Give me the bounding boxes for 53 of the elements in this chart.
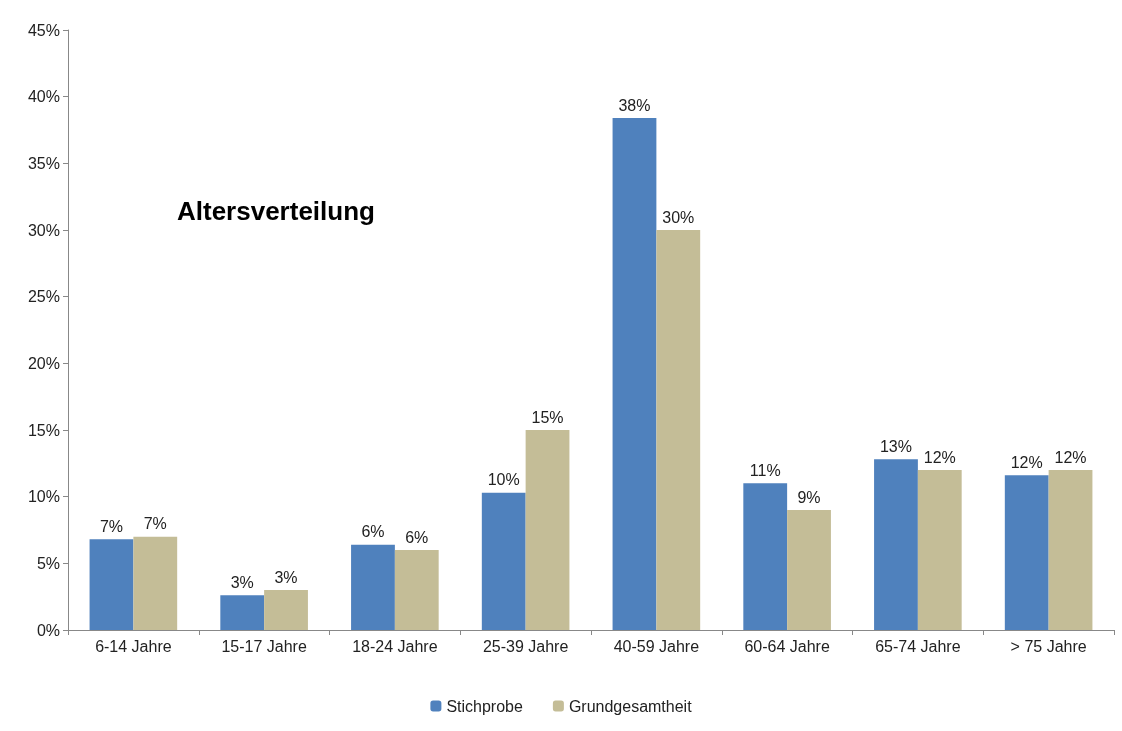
- bar: [133, 536, 178, 630]
- y-tick-label: 20%: [27, 354, 60, 372]
- y-tick-label: 0%: [36, 621, 60, 639]
- bar: [743, 483, 788, 630]
- x-tick-label: 60-64 Jahre: [744, 637, 830, 655]
- data-label: 15%: [531, 408, 564, 426]
- y-tick-label: 35%: [27, 154, 60, 172]
- bar: [351, 544, 395, 630]
- bar: [1004, 475, 1049, 630]
- bar: [874, 459, 918, 630]
- data-label: 12%: [923, 448, 956, 466]
- x-tick-label: 25-39 Jahre: [482, 637, 569, 655]
- bar: [264, 590, 308, 630]
- data-label: 12%: [1054, 448, 1087, 466]
- data-label: 9%: [797, 488, 821, 506]
- data-label: 6%: [361, 523, 385, 541]
- bar: [394, 550, 439, 630]
- x-tick-label: 18-24 Jahre: [352, 637, 438, 655]
- y-tick-label: 10%: [27, 488, 60, 506]
- y-tick-label: 5%: [36, 554, 60, 572]
- bar: [612, 118, 657, 630]
- data-label: 6%: [405, 528, 429, 546]
- data-label: 11%: [749, 461, 781, 479]
- data-label: 10%: [487, 471, 520, 489]
- bar: [787, 510, 831, 630]
- bar: [656, 230, 701, 630]
- legend-label: Stichprobe: [446, 697, 523, 715]
- x-tick-label: 40-59 Jahre: [613, 637, 700, 655]
- data-label: 30%: [662, 208, 695, 226]
- bar: [917, 470, 962, 630]
- data-label: 7%: [99, 517, 124, 535]
- x-tick-label: > 75 Jahre: [1010, 637, 1087, 655]
- bar: [525, 430, 570, 630]
- y-tick-label: 15%: [27, 421, 60, 439]
- y-tick-label: 45%: [27, 21, 60, 39]
- y-tick-label: 40%: [27, 88, 60, 106]
- bar: [89, 539, 134, 630]
- x-tick-label: 15-17 Jahre: [221, 637, 307, 655]
- legend-label: Grundgesamtheit: [568, 697, 693, 715]
- data-label: 3%: [230, 573, 254, 591]
- data-label: 13%: [879, 437, 912, 455]
- y-tick-label: 25%: [27, 288, 60, 306]
- bar: [1048, 470, 1093, 630]
- data-label: 12%: [1010, 453, 1043, 471]
- y-tick-label: 30%: [27, 221, 60, 239]
- data-label: 38%: [618, 96, 651, 114]
- data-label: 3%: [274, 568, 298, 586]
- data-label: 7%: [143, 515, 167, 533]
- x-tick-label: 6-14 Jahre: [95, 637, 172, 655]
- text: Altersverteilung: [177, 196, 375, 226]
- bar: [481, 492, 526, 630]
- bar: [220, 595, 265, 630]
- x-tick-label: 65-74 Jahre: [875, 637, 961, 655]
